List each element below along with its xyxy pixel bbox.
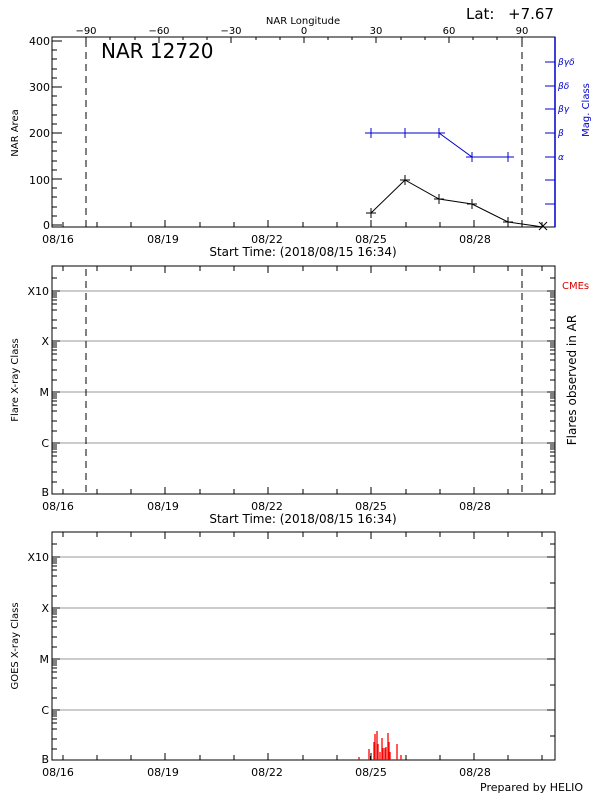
nar-area-y-tickmarks xyxy=(52,40,62,226)
svg-text:−60: −60 xyxy=(148,26,169,37)
panel3-class-labels: X10 X M C B xyxy=(27,551,49,766)
svg-text:0: 0 xyxy=(301,26,307,37)
svg-text:X10: X10 xyxy=(27,285,49,298)
svg-text:100: 100 xyxy=(29,174,50,187)
svg-text:90: 90 xyxy=(516,26,529,37)
svg-text:08/25: 08/25 xyxy=(355,233,387,246)
svg-text:08/25: 08/25 xyxy=(355,500,387,513)
svg-text:300: 300 xyxy=(29,81,50,94)
panel1-frame xyxy=(51,36,556,228)
nar-area-y-ticks: 400 300 200 100 0 xyxy=(29,35,50,232)
svg-text:30: 30 xyxy=(370,26,383,37)
svg-text:X10: X10 xyxy=(27,551,49,564)
lat-value: +7.67 xyxy=(508,5,554,23)
svg-text:08/19: 08/19 xyxy=(147,500,179,513)
panel1-start-time: Start Time: (2018/08/15 16:34) xyxy=(209,245,396,259)
svg-text:08/28: 08/28 xyxy=(459,766,491,779)
svg-text:200: 200 xyxy=(29,127,50,140)
svg-text:08/16: 08/16 xyxy=(42,766,74,779)
svg-text:X: X xyxy=(41,335,49,348)
panel3-left-ticks xyxy=(52,543,60,750)
region-title: NAR 12720 xyxy=(101,39,214,63)
black-tick-mark xyxy=(370,756,371,760)
svg-text:X: X xyxy=(41,602,49,615)
flare-class-y-label: Flare X-ray Class xyxy=(10,338,21,422)
nar-area-series xyxy=(366,175,548,231)
panel-nar-area: NAR Longitude Lat: +7.67 −90 −60 −30 0 3… xyxy=(10,5,592,259)
svg-text:M: M xyxy=(40,653,50,666)
svg-text:08/28: 08/28 xyxy=(459,233,491,246)
svg-text:08/22: 08/22 xyxy=(251,500,283,513)
svg-text:M: M xyxy=(40,386,50,399)
svg-text:08/16: 08/16 xyxy=(42,500,74,513)
panel2-class-labels: X10 X M C B xyxy=(27,285,49,499)
svg-text:08/19: 08/19 xyxy=(147,766,179,779)
top-axis-title: NAR Longitude xyxy=(266,16,340,27)
panel3-date-ticks xyxy=(62,532,543,760)
panel-goes-xray: X10 X M C B GOES X-ray Class 08/16 08/19… xyxy=(10,531,583,794)
panel2-date-labels: 08/16 08/19 08/22 08/25 08/28 xyxy=(42,500,491,513)
longitude-tick-labels: −90 −60 −30 0 30 60 90 xyxy=(75,26,528,37)
svg-text:08/25: 08/25 xyxy=(355,766,387,779)
goes-flare-bars xyxy=(358,731,402,760)
svg-text:60: 60 xyxy=(443,26,456,37)
svg-text:α: α xyxy=(558,153,564,163)
svg-text:βγ: βγ xyxy=(557,105,570,115)
prepared-by-credit: Prepared by HELIO xyxy=(480,781,583,794)
cmes-legend: CMEs xyxy=(562,281,589,292)
mag-class-ticks xyxy=(545,61,555,205)
svg-text:−90: −90 xyxy=(75,26,96,37)
nar-area-y-label: NAR Area xyxy=(10,109,21,156)
flares-observed-label: Flares observed in AR xyxy=(565,315,579,445)
mag-class-y-label: Mag. Class xyxy=(581,83,592,137)
svg-text:B: B xyxy=(41,486,49,499)
svg-text:08/19: 08/19 xyxy=(147,233,179,246)
svg-text:βδ: βδ xyxy=(557,82,570,92)
svg-text:08/28: 08/28 xyxy=(459,500,491,513)
panel2-gridlines xyxy=(52,290,555,444)
panel2-date-ticks xyxy=(62,266,543,494)
svg-text:B: B xyxy=(41,753,49,766)
svg-text:08/22: 08/22 xyxy=(251,233,283,246)
panel2-start-time: Start Time: (2018/08/15 16:34) xyxy=(209,512,396,526)
panel2-right-ticks xyxy=(547,277,555,483)
svg-text:0: 0 xyxy=(43,219,50,232)
svg-text:C: C xyxy=(41,704,49,717)
panel1-date-labels: 08/16 08/19 08/22 08/25 08/28 xyxy=(42,233,491,246)
svg-text:C: C xyxy=(41,437,49,450)
svg-text:08/22: 08/22 xyxy=(251,766,283,779)
panel3-frame xyxy=(51,531,556,761)
panel3-date-labels: 08/16 08/19 08/22 08/25 08/28 xyxy=(42,766,491,779)
svg-text:β: β xyxy=(557,129,564,139)
panel3-gridlines xyxy=(52,556,555,711)
svg-text:08/16: 08/16 xyxy=(42,233,74,246)
mag-class-tick-labels: βγδ βδ βγ β α xyxy=(557,58,575,163)
mag-class-series xyxy=(365,128,514,162)
panel1-date-ticks xyxy=(62,220,543,227)
svg-text:−30: −30 xyxy=(220,26,241,37)
lat-label: Lat: xyxy=(466,5,494,23)
panel-flares-in-ar: X10 X M C B Flare X-ray Class CMEs Flare… xyxy=(10,265,589,526)
longitude-ticks xyxy=(85,37,523,43)
panel2-left-ticks xyxy=(52,277,60,483)
goes-class-y-label: GOES X-ray Class xyxy=(10,602,21,689)
panel3-right-ticks xyxy=(547,543,555,737)
panel2-frame xyxy=(51,265,556,495)
svg-text:βγδ: βγδ xyxy=(557,58,575,68)
svg-text:400: 400 xyxy=(29,35,50,48)
